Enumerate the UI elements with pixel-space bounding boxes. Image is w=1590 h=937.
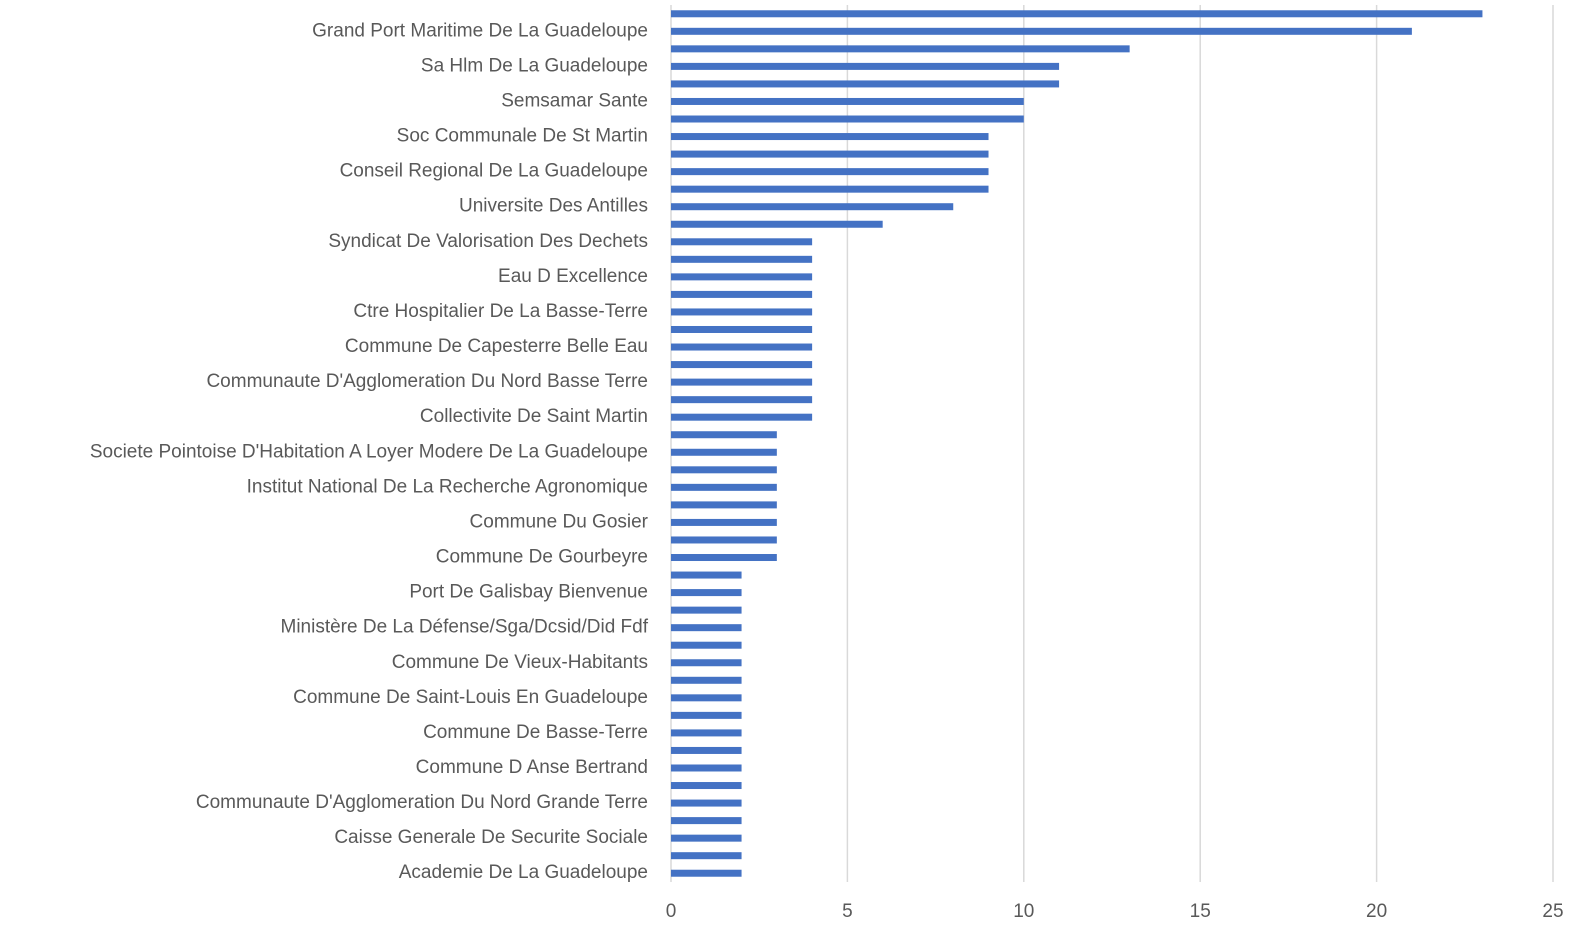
y-tick-label: Eau D Excellence (498, 266, 648, 287)
bar (671, 869, 742, 877)
bar (671, 431, 777, 439)
bar (671, 255, 813, 263)
bar (671, 641, 742, 649)
y-tick-label: Conseil Regional De La Guadeloupe (340, 161, 648, 182)
y-tick-label: Societe Pointoise D'Habitation A Loyer M… (90, 441, 648, 462)
bar (671, 273, 813, 281)
y-tick-label: Sa Hlm De La Guadeloupe (421, 55, 648, 76)
bar (671, 501, 777, 509)
bar (671, 483, 777, 491)
bar (671, 378, 813, 386)
y-tick-label: Grand Port Maritime De La Guadeloupe (312, 20, 648, 41)
bar (671, 606, 742, 614)
bar (671, 518, 777, 526)
y-tick-label: Ctre Hospitalier De La Basse-Terre (353, 301, 648, 322)
bar (671, 62, 1060, 70)
bar (671, 203, 954, 211)
y-tick-label: Universite Des Antilles (459, 196, 648, 217)
bar (671, 571, 742, 579)
bar (671, 133, 989, 141)
bar (671, 343, 813, 351)
bar (671, 27, 1412, 35)
y-tick-label: Commune D Anse Bertrand (416, 757, 648, 778)
bar (671, 308, 813, 316)
y-tick-label: Collectivite De Saint Martin (420, 406, 648, 427)
y-tick-label: Communaute D'Agglomeration Du Nord Grand… (196, 792, 648, 813)
bar (671, 325, 813, 333)
y-tick-label: Commune De Gourbeyre (436, 547, 648, 568)
bar (671, 782, 742, 790)
y-tick-label: Ministère De La Défense/Sga/Dcsid/Did Fd… (281, 617, 649, 638)
bar (671, 676, 742, 684)
bar (671, 746, 742, 754)
y-tick-label: Syndicat De Valorisation Des Dechets (328, 231, 648, 252)
bar (671, 185, 989, 193)
bar (671, 238, 813, 246)
bar (671, 10, 1483, 18)
bar (671, 852, 742, 860)
y-tick-label: Port De Galisbay Bienvenue (409, 582, 648, 603)
y-tick-label: Commune De Vieux-Habitants (392, 652, 648, 673)
bar (671, 554, 777, 562)
bar (671, 659, 742, 667)
bar (671, 694, 742, 702)
bar (671, 150, 989, 158)
bar (671, 45, 1130, 53)
bar (671, 729, 742, 737)
x-tick-label: 10 (1013, 901, 1034, 922)
bar (671, 290, 813, 298)
bar (671, 448, 777, 456)
y-tick-label: Commune De Basse-Terre (423, 722, 648, 743)
bar (671, 466, 777, 474)
y-tick-label: Commune De Saint-Louis En Guadeloupe (293, 687, 648, 708)
bar (671, 799, 742, 807)
bar (671, 413, 813, 421)
y-tick-label: Commune Du Gosier (470, 511, 649, 532)
bar (671, 97, 1024, 105)
y-tick-label: Caisse Generale De Securite Sociale (334, 827, 648, 848)
y-tick-label: Semsamar Sante (501, 90, 648, 111)
y-tick-label: Soc Communale De St Martin (397, 126, 648, 147)
bar (671, 817, 742, 825)
bar (671, 711, 742, 719)
bar (671, 168, 989, 176)
bar (671, 624, 742, 632)
bar (671, 396, 813, 404)
bar (671, 115, 1024, 123)
bar (671, 834, 742, 842)
x-tick-label: 0 (666, 901, 677, 922)
bar (671, 220, 883, 228)
x-tick-label: 5 (842, 901, 853, 922)
x-tick-label: 20 (1366, 901, 1387, 922)
x-tick-label: 25 (1542, 901, 1563, 922)
bar (671, 80, 1060, 88)
y-tick-label: Commune De Capesterre Belle Eau (345, 336, 648, 357)
bar (671, 589, 742, 597)
y-tick-label: Communaute D'Agglomeration Du Nord Basse… (206, 371, 648, 392)
bar (671, 764, 742, 772)
y-tick-label: Academie De La Guadeloupe (399, 862, 648, 883)
bar (671, 361, 813, 369)
x-tick-label: 15 (1190, 901, 1211, 922)
y-tick-label: Institut National De La Recherche Agrono… (247, 476, 648, 497)
bar (671, 536, 777, 544)
